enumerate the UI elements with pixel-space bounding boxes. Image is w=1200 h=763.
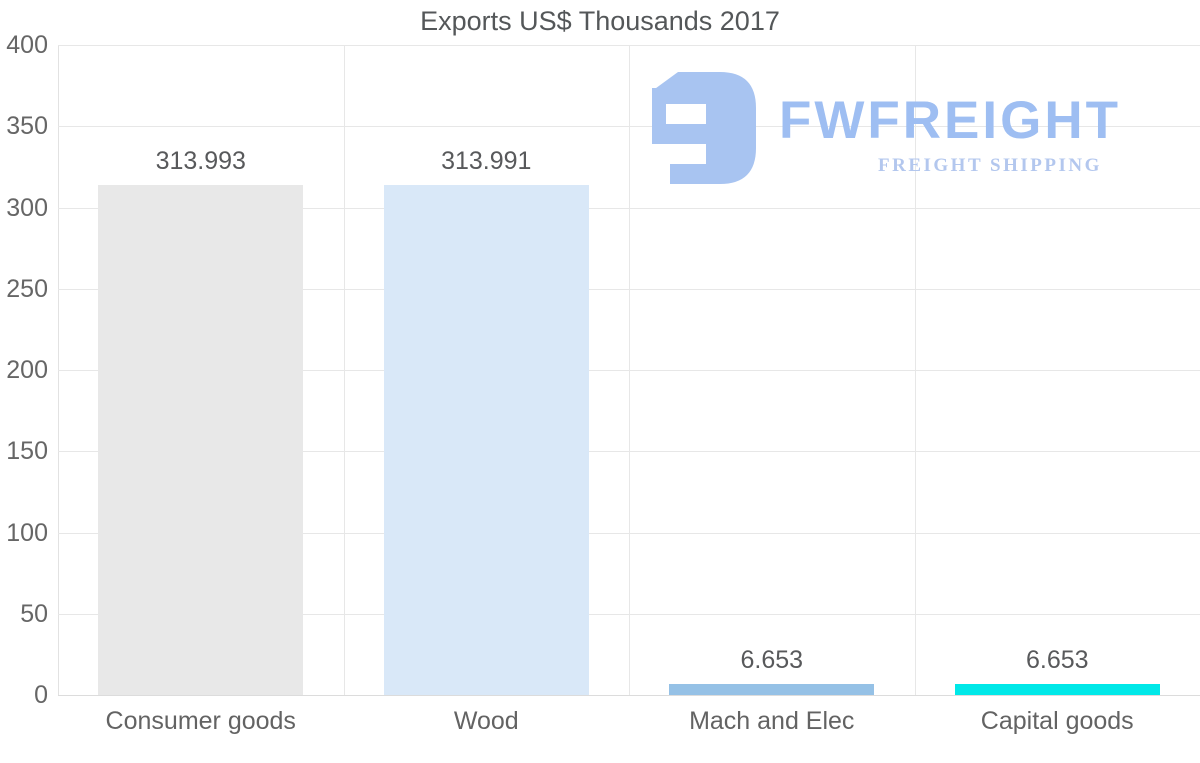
x-axis-labels: Consumer goods Wood Mach and Elec Capital g…	[58, 706, 1200, 740]
y-tick-label: 50	[20, 599, 48, 628]
bar-wood[interactable]	[383, 184, 589, 695]
logo-brand-text: FWFREIGHT	[779, 91, 1121, 150]
x-axis-label-wood: Wood	[453, 707, 519, 735]
x-axis-line	[58, 695, 1200, 696]
fwfreight-mark-icon	[652, 72, 756, 184]
y-tick-label: 300	[6, 193, 48, 222]
value-label-wood: 313.991	[441, 146, 532, 175]
chart-title: Exports US$ Thousands 2017	[420, 6, 780, 36]
y-tick-label: 150	[6, 437, 48, 466]
bar-mach-and-elec[interactable]	[669, 684, 875, 695]
y-tick-label: 100	[6, 518, 48, 547]
x-axis-label-mach-and-elec: Mach and Elec	[689, 707, 855, 735]
value-label-consumer-goods: 313.993	[155, 146, 246, 175]
bar-capital-goods[interactable]	[954, 684, 1160, 695]
y-tick-label: 400	[6, 31, 48, 59]
value-label-capital-goods: 6.653	[1025, 646, 1089, 675]
y-tick-label: 200	[6, 356, 48, 384]
plot-area: 313.993 313.991 6.653 6.653	[58, 45, 1200, 696]
v-gridline	[343, 45, 345, 695]
value-label-mach-and-elec: 6.653	[740, 646, 804, 675]
bar-consumer-goods[interactable]	[98, 184, 304, 695]
y-axis-labels: 400 350 300 250 200 150 100 50 0	[0, 0, 48, 763]
x-axis-label-consumer-goods: Consumer goods	[105, 707, 296, 735]
x-axis-label-capital-goods: Capital goods	[980, 707, 1134, 735]
v-gridline	[914, 45, 916, 695]
y-tick-label: 0	[34, 681, 48, 709]
company-logo: FWFREIGHT FREIGHT SHIPPING	[648, 72, 1148, 187]
logo-tagline-text: FREIGHT SHIPPING	[878, 155, 1102, 176]
y-tick-label: 350	[6, 112, 48, 141]
v-gridline	[629, 45, 630, 695]
y-tick-label: 250	[6, 274, 48, 303]
